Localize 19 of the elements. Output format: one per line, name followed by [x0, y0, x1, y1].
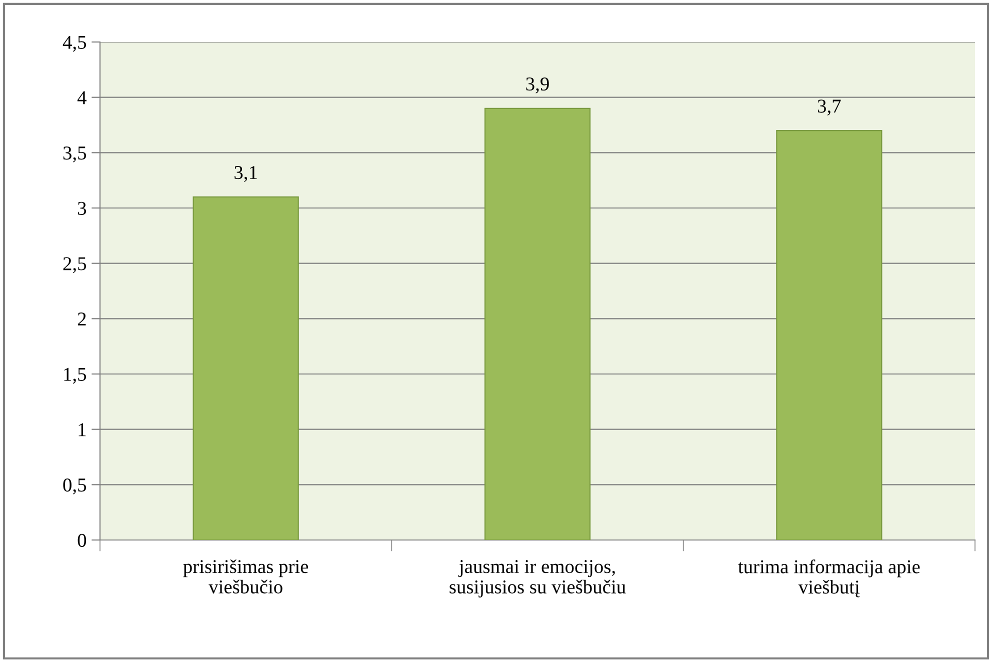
y-tick-label: 0,5: [63, 478, 86, 494]
y-tick-label: 0: [78, 534, 86, 547]
y-tick-label: 1,5: [64, 368, 86, 384]
y-tick-label: 3: [78, 202, 86, 215]
bar: [776, 130, 882, 540]
y-tick-label: 4,5: [62, 36, 86, 52]
x-tick-label: prisirišimas prie viešbučio: [183, 559, 308, 594]
data-label: 3,7: [818, 100, 841, 116]
data-label: 3,1: [234, 166, 257, 182]
x-tick-label: turima informacija apie viešbutį: [738, 559, 920, 598]
y-tick-label: 2: [78, 312, 86, 326]
y-tick-label: 4: [77, 91, 86, 104]
data-label: 3,9: [526, 77, 549, 94]
bar: [484, 108, 591, 540]
y-tick-label: 2,5: [63, 257, 86, 274]
bar: [192, 196, 299, 540]
y-tick-label: 3,5: [63, 146, 86, 162]
x-tick-label: jausmai ir emocijos, susijusios su viešbučiu: [450, 560, 626, 598]
y-tick-label: 1: [78, 423, 86, 436]
